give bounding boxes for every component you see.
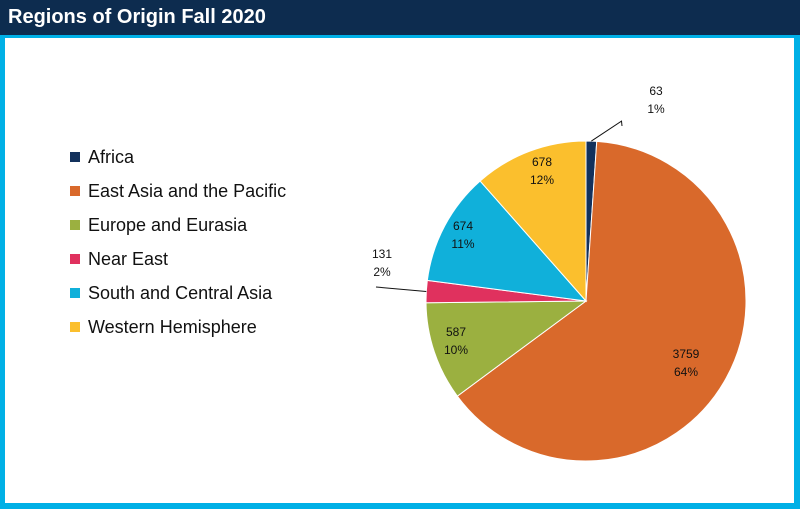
leader-line: [591, 120, 623, 142]
legend-swatch: [70, 288, 80, 298]
legend-item-east-asia-pacific: East Asia and the Pacific: [70, 174, 286, 208]
legend-swatch: [70, 152, 80, 162]
legend-label: Europe and Eurasia: [88, 214, 248, 235]
data-label-value: 63: [649, 84, 663, 98]
legend-label: East Asia and the Pacific: [88, 180, 287, 201]
data-label-value: 3759: [673, 347, 700, 361]
data-label-value: 674: [453, 219, 473, 233]
legend-label: Near East: [88, 248, 169, 269]
data-label-percent: 64%: [674, 365, 698, 379]
legend-swatch: [70, 254, 80, 264]
legend-item-africa: Africa: [70, 140, 286, 174]
legend-swatch: [70, 322, 80, 332]
pie-slice-south-and-central-asia: [426, 180, 588, 302]
legend-label: Africa: [88, 146, 135, 167]
legend-item-western-hemisphere: Western Hemisphere: [70, 310, 286, 344]
leader-line: [375, 286, 427, 293]
legend-swatch: [70, 186, 80, 196]
data-label-percent: 12%: [530, 173, 554, 187]
legend-label: Western Hemisphere: [88, 316, 257, 337]
data-label-percent: 10%: [444, 343, 468, 357]
legend: Africa East Asia and the Pacific Europe …: [70, 140, 286, 344]
pie-slice-east-asia-and-the-pacific: [456, 140, 747, 462]
pie-slice-western-hemisphere: [479, 140, 587, 303]
data-label-value: 131: [372, 247, 392, 261]
pie-slice-europe-and-eurasia: [425, 300, 588, 397]
legend-swatch: [70, 220, 80, 230]
data-label-value: 678: [532, 155, 552, 169]
legend-item-europe-eurasia: Europe and Eurasia: [70, 208, 286, 242]
data-label-percent: 1%: [647, 102, 665, 116]
legend-label: South and Central Asia: [88, 282, 273, 303]
data-label-value: 587: [446, 325, 466, 339]
data-label-percent: 11%: [451, 237, 474, 251]
chart-title: Regions of Origin Fall 2020: [0, 0, 800, 35]
data-label-percent: 2%: [373, 265, 391, 279]
legend-item-south-central-asia: South and Central Asia: [70, 276, 286, 310]
legend-item-near-east: Near East: [70, 242, 286, 276]
